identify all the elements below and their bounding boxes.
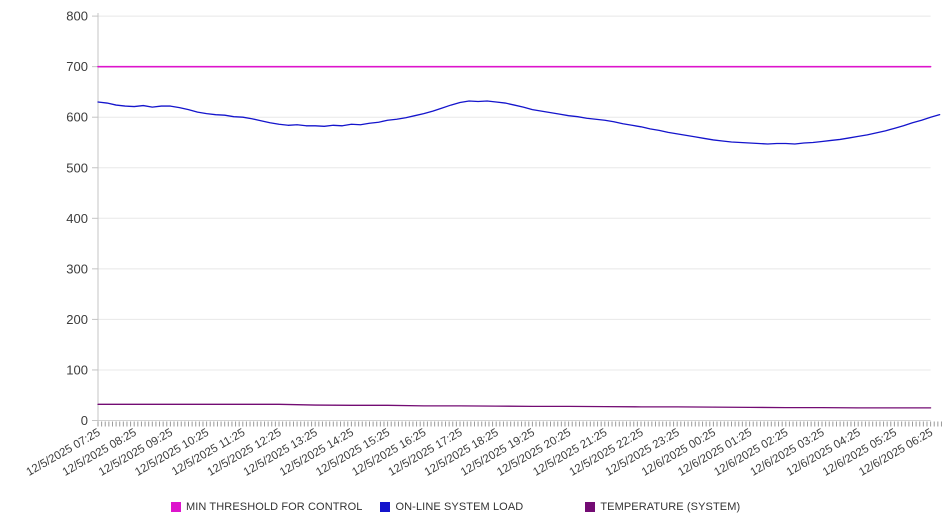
y-tick-label: 300 (66, 261, 88, 276)
y-tick-label: 800 (66, 9, 88, 24)
series-line-temperature-system (97, 403, 932, 409)
y-tick-label: 200 (66, 312, 88, 327)
legend-swatch-temperature-system (585, 502, 596, 512)
y-tick-label: 600 (66, 110, 88, 125)
y-tick-label: 400 (66, 211, 88, 226)
legend-label-min-threshold-for-control: MIN THRESHOLD FOR CONTROL (186, 501, 363, 513)
legend-item-min-threshold-for-control: MIN THRESHOLD FOR CONTROL (171, 501, 362, 513)
y-tick-label: 700 (66, 59, 88, 74)
x-minor-ticks (97, 421, 942, 427)
legend-swatch-min-threshold-for-control (171, 502, 181, 512)
legend-label-temperature-system: TEMPERATURE (SYSTEM) (600, 501, 741, 513)
y-tick-label: 0 (81, 413, 88, 428)
chart-legend: MIN THRESHOLD FOR CONTROL ON-LINE SYSTEM… (0, 497, 946, 517)
y-tick-label: 100 (66, 362, 88, 377)
series-line-on-line-system-load (97, 100, 941, 145)
legend-item-temperature-system: TEMPERATURE (SYSTEM) (585, 501, 740, 513)
y-tick-label: 500 (66, 160, 88, 175)
legend-swatch-on-line-system-load (380, 502, 391, 512)
legend-item-on-line-system-load: ON-LINE SYSTEM LOAD (380, 501, 523, 513)
legend-label-on-line-system-load: ON-LINE SYSTEM LOAD (395, 501, 524, 513)
